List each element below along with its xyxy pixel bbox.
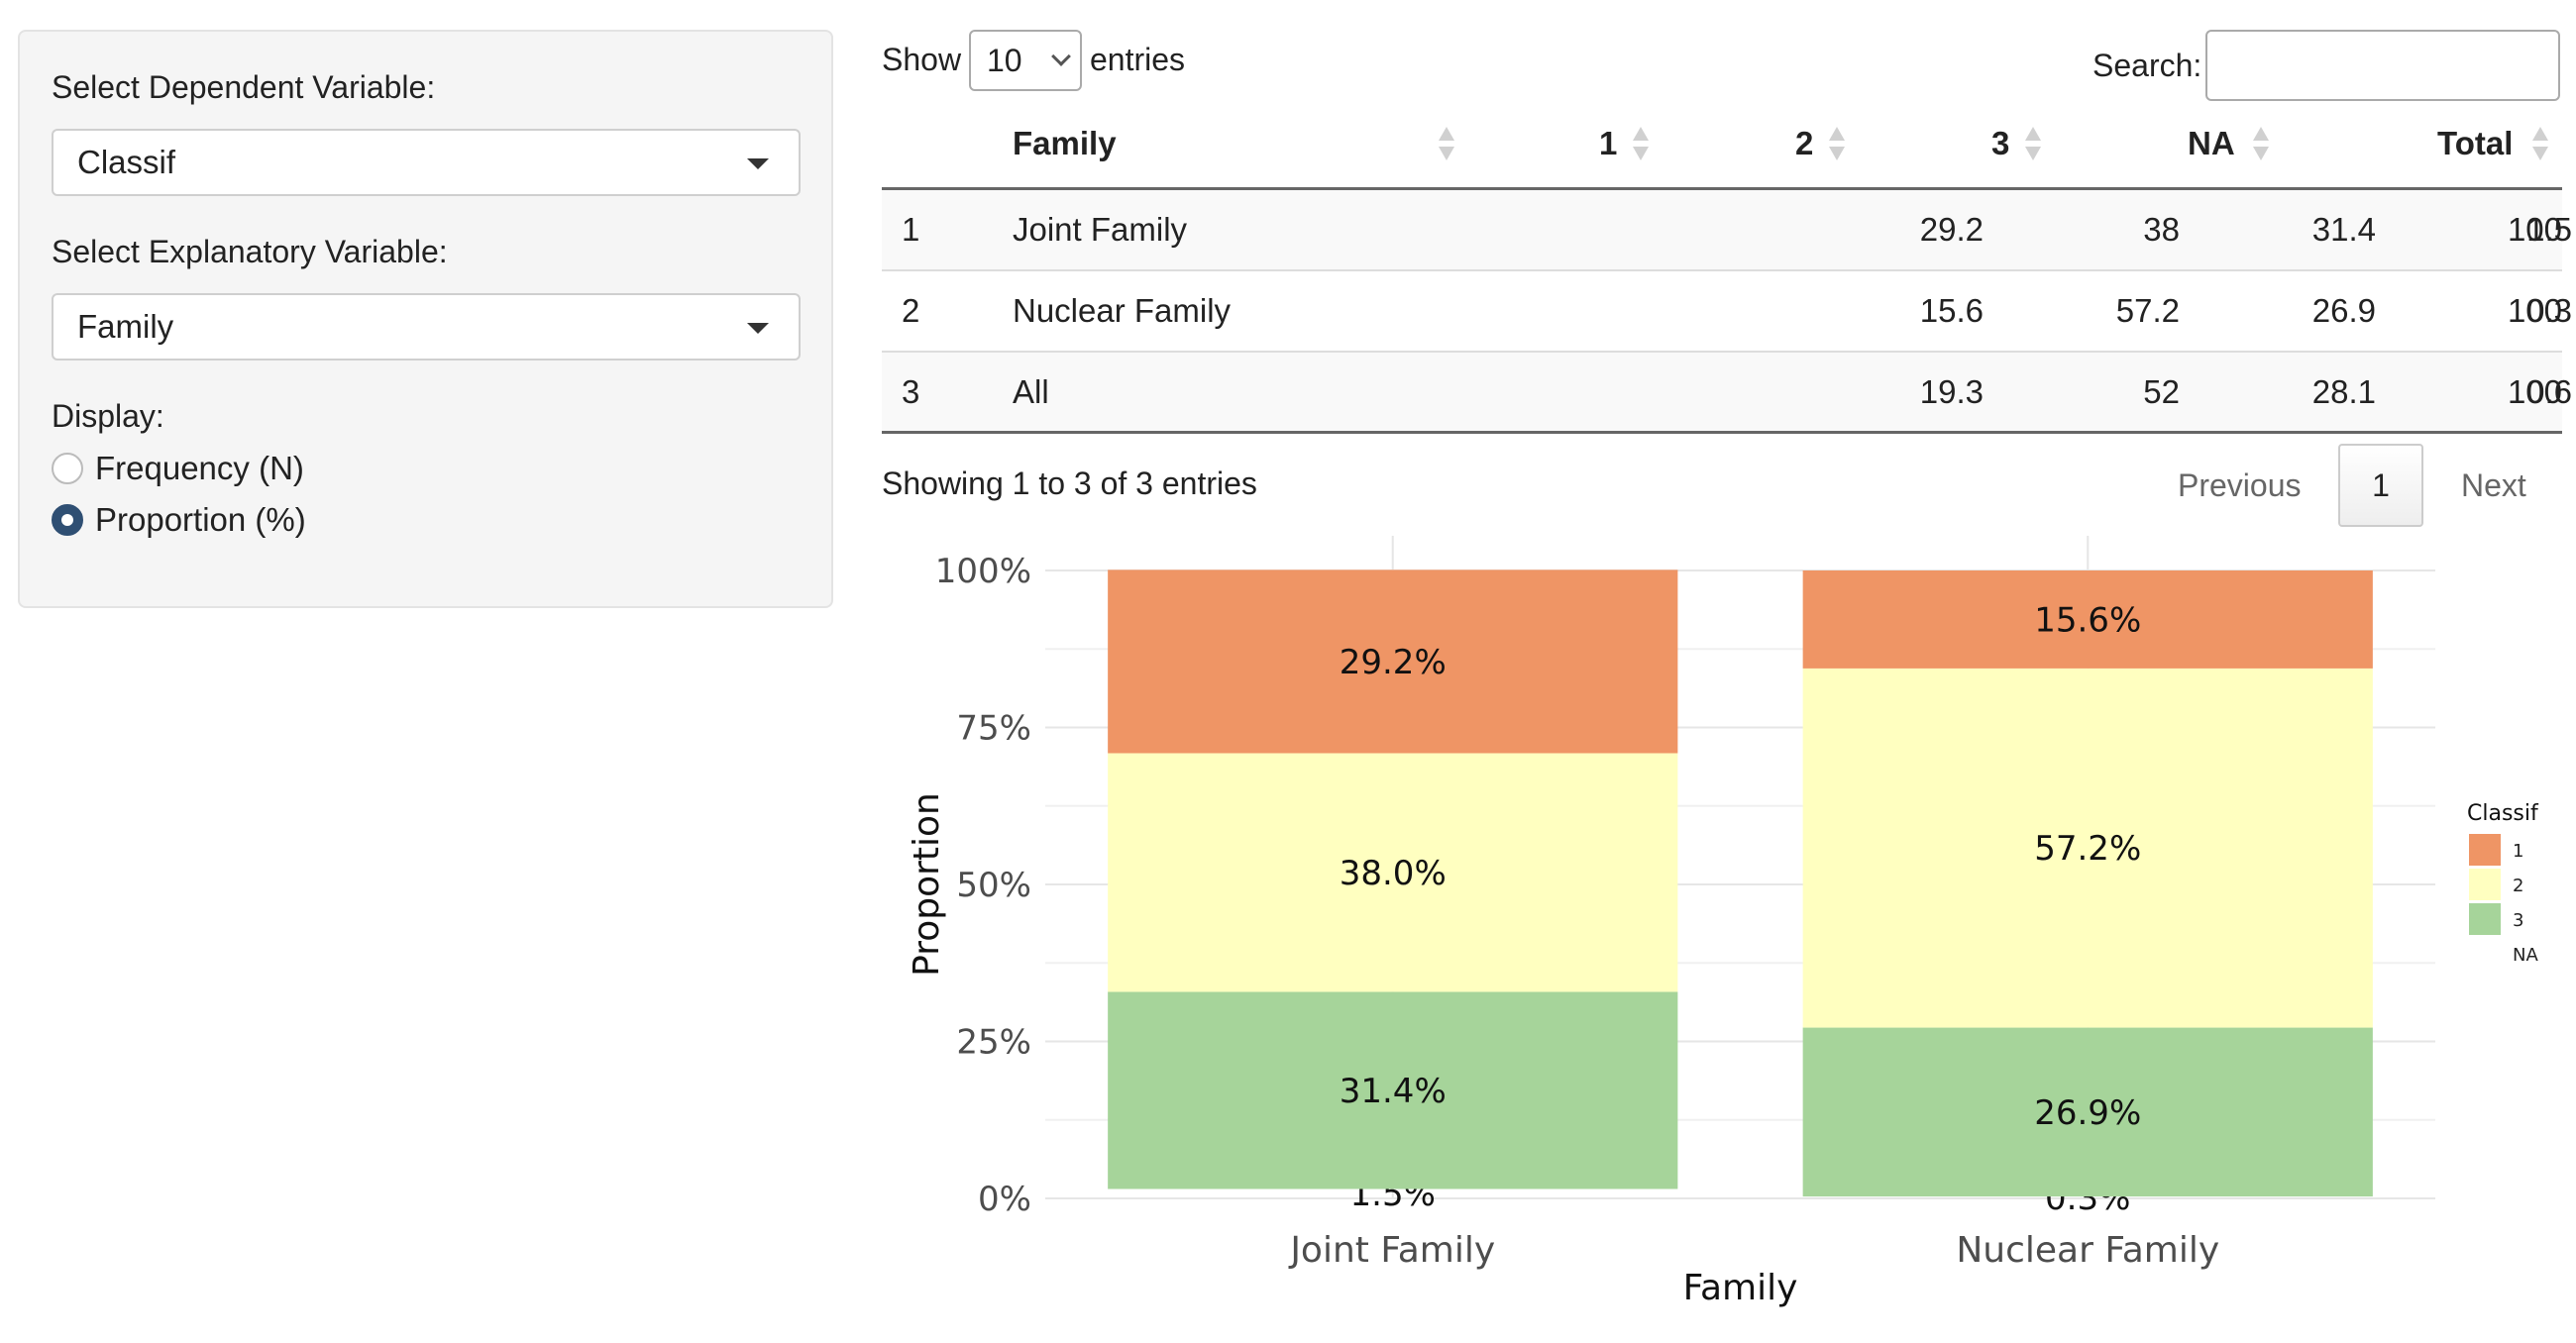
x-tick-label: Joint Family (1288, 1230, 1495, 1271)
y-tick-label: 75% (956, 709, 1031, 749)
value-cell: 0.6 (2526, 373, 2572, 410)
explanatory-variable-select[interactable]: Family (52, 293, 801, 361)
bar-segment-1 (1108, 569, 1678, 754)
y-tick-label: 50% (956, 866, 1031, 905)
family-cell: Joint Family (1013, 211, 1188, 248)
bar-segment-3 (1802, 1027, 2373, 1197)
entries-label: entries (1090, 42, 1186, 77)
y-tick-label: 25% (956, 1023, 1031, 1063)
column-header-family[interactable]: Family (1013, 125, 1117, 161)
sort-icon[interactable] (2023, 127, 2043, 164)
column-header-na[interactable]: NA (2188, 125, 2235, 161)
value-cell: 100 (2507, 292, 2562, 329)
value-cell: 29.2 (1919, 211, 1984, 248)
explanatory-variable-value: Family (77, 308, 174, 345)
data-label: 57.2% (2034, 829, 2141, 869)
radio-unchecked-icon[interactable] (52, 453, 83, 484)
stacked-bar-chart: 0%25%50%75%100%1.5%31.4%38.0%29.2%Joint … (907, 536, 2539, 1308)
data-label: 31.4% (1340, 1072, 1447, 1111)
search-label: Search: (2093, 48, 2202, 83)
bar-segment-1 (1802, 570, 2373, 669)
table-header-row: Family 1 2 3 NA Total (882, 111, 2562, 190)
row-index-cell: 3 (902, 373, 920, 410)
column-header-2[interactable]: 2 (1795, 125, 1814, 161)
data-table: Family 1 2 3 NA Total 1 Joint Family 29.2 3… (882, 111, 2572, 434)
legend-label: 1 (2513, 841, 2523, 862)
legend-label: 2 (2513, 876, 2523, 896)
value-cell: 26.9 (2311, 292, 2376, 329)
show-label: Show (882, 42, 962, 77)
dependent-variable-value: Classif (77, 144, 176, 180)
table-row: 1 Joint Family 29.2 38 31.4 1.5 100 (882, 190, 2572, 271)
search-input[interactable] (2205, 30, 2560, 101)
display-option-label: Frequency (N) (95, 450, 304, 486)
row-index-cell: 1 (902, 211, 920, 248)
caret-down-icon (747, 323, 769, 334)
sort-icon[interactable] (1437, 127, 1456, 164)
pagination-next[interactable]: Next (2461, 467, 2526, 503)
family-cell: All (1013, 373, 1049, 410)
column-header-3[interactable]: 3 (1991, 125, 2010, 161)
y-tick-label: 100% (935, 552, 1031, 591)
table-info: Showing 1 to 3 of 3 entries (882, 465, 1257, 501)
x-axis-title: Family (1683, 1268, 1798, 1308)
legend-swatch-2 (2469, 869, 2501, 900)
column-header-1[interactable]: 1 (1599, 125, 1618, 161)
y-axis-title: Proportion (907, 792, 947, 977)
data-label: 29.2% (1340, 643, 1447, 682)
value-cell: 28.1 (2311, 373, 2376, 410)
entries-select[interactable]: 10 (969, 30, 1082, 91)
radio-checked-icon[interactable] (52, 504, 83, 536)
dependent-variable-select[interactable]: Classif (52, 129, 801, 196)
value-cell: 38 (2143, 211, 2180, 248)
pagination-page-current[interactable]: 1 (2338, 444, 2423, 527)
legend-label: 3 (2513, 910, 2523, 931)
sort-icon[interactable] (1631, 127, 1651, 164)
value-cell: 19.3 (1919, 373, 1984, 410)
value-cell: 15.6 (1919, 292, 1984, 329)
value-cell: 52 (2143, 373, 2180, 410)
chevron-down-icon (1051, 47, 1071, 66)
bar-segment-2 (1802, 668, 2373, 1028)
display-option-label: Proportion (%) (95, 501, 306, 538)
value-cell: 100 (2507, 211, 2562, 248)
family-cell: Nuclear Family (1013, 292, 1232, 329)
dependent-variable-label: Select Dependent Variable: (52, 69, 436, 105)
sidebar-panel: Select Dependent Variable: Classif Selec… (18, 30, 833, 608)
value-cell: 1.5 (2526, 211, 2572, 248)
x-tick-label: Nuclear Family (1956, 1230, 2219, 1271)
value-cell: 100 (2507, 373, 2562, 410)
sort-icon[interactable] (2251, 127, 2271, 164)
pagination-previous[interactable]: Previous (2178, 467, 2302, 503)
row-index-cell: 2 (902, 292, 920, 329)
data-label: 26.9% (2034, 1093, 2141, 1133)
column-header-total[interactable]: Total (2437, 125, 2514, 161)
data-label: 38.0% (1340, 854, 1447, 893)
legend-label: NA (2513, 945, 2538, 966)
value-cell: 0.3 (2526, 292, 2572, 329)
entries-value: 10 (987, 43, 1022, 78)
sort-icon[interactable] (2530, 127, 2550, 164)
table-row: 2 Nuclear Family 15.6 57.2 26.9 0.3 100 (882, 271, 2572, 353)
bar-segment-3 (1108, 991, 1678, 1189)
value-cell: 31.4 (2311, 211, 2376, 248)
table-row: 3 All 19.3 52 28.1 0.6 100 (882, 353, 2572, 434)
sort-icon[interactable] (1827, 127, 1847, 164)
bar-segment-2 (1108, 753, 1678, 992)
legend-swatch-3 (2469, 903, 2501, 935)
data-label: 15.6% (2034, 600, 2141, 640)
display-label: Display: (52, 398, 164, 434)
legend-swatch-1 (2469, 834, 2501, 866)
value-cell: 57.2 (2115, 292, 2180, 329)
legend-title: Classif (2467, 801, 2539, 826)
y-tick-label: 0% (978, 1180, 1031, 1219)
explanatory-variable-label: Select Explanatory Variable: (52, 234, 448, 269)
caret-down-icon (747, 158, 769, 169)
